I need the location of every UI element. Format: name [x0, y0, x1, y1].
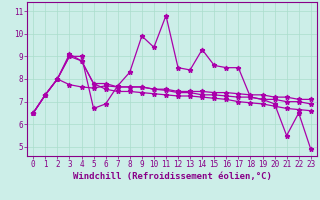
X-axis label: Windchill (Refroidissement éolien,°C): Windchill (Refroidissement éolien,°C) — [73, 172, 271, 181]
